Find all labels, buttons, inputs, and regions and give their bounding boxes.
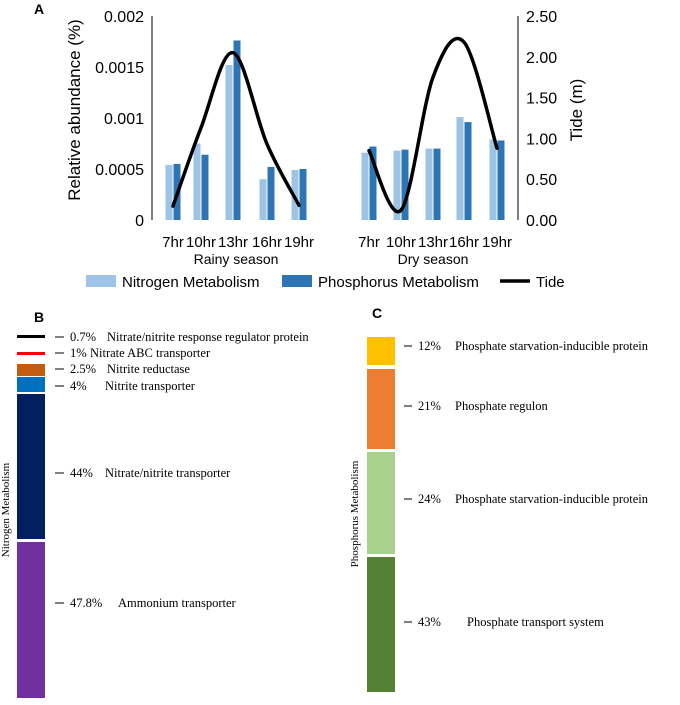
nitrogen-segment-label: Nitrite transporter: [105, 379, 196, 393]
phosphorus-segment-label: Phosphate transport system: [467, 615, 604, 629]
bar-phosphorus: [497, 140, 505, 220]
phosphorus-segment: [367, 452, 395, 554]
phosphorus-segment-label: Phosphate regulon: [455, 399, 548, 413]
bar-phosphorus: [464, 122, 472, 220]
nitrogen-segment-pct: 1%: [70, 346, 87, 360]
bar-phosphorus: [299, 169, 307, 220]
bar-phosphorus: [267, 166, 275, 220]
panel-a-chart: 0 0.0005 0.001 0.0015 0.002 0.00 0.50 1.00 1.50…: [65, 9, 586, 291]
nitrogen-segment-pct: 0.7%: [70, 330, 96, 344]
bar-phosphorus: [201, 154, 209, 220]
nitrogen-segment-pct: 4%: [70, 379, 87, 393]
nitrogen-segment: [17, 394, 45, 539]
bar-nitrogen: [393, 150, 401, 220]
season-label: Rainy season: [194, 251, 279, 267]
nitrogen-segment-label: Nitrate/nitrite transporter: [105, 466, 231, 480]
panel-a-letter: A: [34, 1, 44, 17]
x-tick-label: 16hr: [252, 234, 282, 251]
phosphorus-segment: [367, 557, 395, 692]
left-y-tick-label: 0.0005: [95, 162, 144, 179]
phosphorus-segment-pct: 43%: [418, 615, 441, 629]
bar-nitrogen: [165, 164, 173, 220]
bar-nitrogen: [489, 139, 497, 220]
bar-nitrogen: [225, 64, 233, 221]
bar-phosphorus: [401, 149, 409, 220]
right-y-tick-label: 2.00: [526, 50, 557, 67]
phosphorus-segment: [367, 369, 395, 449]
left-y-tick-label: 0.002: [104, 9, 144, 26]
legend-label-nitrogen: Nitrogen Metabolism: [122, 274, 260, 291]
bar-phosphorus: [369, 146, 377, 220]
left-y-tick-label: 0.001: [104, 111, 144, 128]
right-y-tick-label: 0.50: [526, 172, 557, 189]
nitrogen-segment-pct: 47.8%: [70, 596, 102, 610]
right-y-tick-label: 2.50: [526, 9, 557, 26]
nitrogen-segment-label: Ammonium transporter: [118, 596, 237, 610]
bar-nitrogen: [425, 148, 433, 220]
y-axis-title: Relative abundance (%): [65, 19, 84, 200]
right-y-tick-label: 1.00: [526, 131, 557, 148]
nitrogen-segment-label: Nitrite reductase: [107, 362, 190, 376]
panel-c-letter: C: [372, 305, 382, 321]
x-tick-label: 19hr: [284, 234, 314, 251]
bar-nitrogen: [259, 179, 267, 220]
phosphorus-segment-pct: 12%: [418, 339, 441, 353]
x-tick-label: 10hr: [186, 234, 216, 251]
left-y-ticks: 0 0.0005 0.001 0.0015 0.002: [95, 9, 144, 230]
nitrogen-segment-pct: 44%: [70, 466, 93, 480]
phosphorus-segment-label: Phosphate starvation-inducible protein: [455, 339, 649, 353]
bar-nitrogen: [361, 152, 369, 220]
left-y-tick-label: 0: [135, 213, 144, 230]
nitrogen-segment: [17, 335, 45, 338]
x-tick-label: 13hr: [218, 234, 248, 251]
legend: Nitrogen Metabolism Phosphorus Metabolis…: [86, 274, 565, 291]
tide-line: [171, 36, 499, 214]
nitrogen-segment-label: Nitrate/nitrite response regulator prote…: [107, 330, 309, 344]
bar-phosphorus: [433, 148, 441, 220]
nitrogen-segment: [17, 352, 45, 355]
nitrogen-segment-pct: 2.5%: [70, 362, 96, 376]
panel-c-stacked-bar: Phosphorus Metabolism 12% Phosphate starv…: [349, 337, 649, 692]
right-y-tick-label: 0.00: [526, 213, 557, 230]
panel-b-stacked-bar: Nitrogen Metabolism 0.7% Nitrate/nitrite …: [0, 330, 309, 698]
phosphorus-segment: [367, 337, 395, 365]
panel-b-letter: B: [34, 309, 44, 325]
x-tick-label: 13hr: [418, 234, 448, 251]
x-tick-label: 19hr: [482, 234, 512, 251]
phosphorus-axis-title: Phosphorus Metabolism: [349, 460, 361, 567]
bar-nitrogen: [193, 143, 201, 220]
x-tick-label: 16hr: [449, 234, 479, 251]
y2-axis-title: Tide (m): [567, 79, 586, 142]
bar-series: [165, 40, 505, 221]
legend-swatch-nitrogen: [86, 275, 116, 287]
phosphorus-segment-pct: 21%: [418, 399, 441, 413]
left-y-tick-label: 0.0015: [95, 60, 144, 77]
right-y-ticks: 0.00 0.50 1.00 1.50 2.00 2.50: [526, 9, 557, 230]
legend-swatch-phosphorus: [282, 275, 312, 287]
phosphorus-segment-pct: 24%: [418, 492, 441, 506]
bar-phosphorus: [233, 40, 241, 221]
nitrogen-segment: [17, 542, 45, 698]
x-tick-label: 7hr: [358, 234, 380, 251]
bar-nitrogen: [456, 116, 464, 220]
x-tick-label: 10hr: [386, 234, 416, 251]
nitrogen-segment: [17, 364, 45, 376]
legend-label-phosphorus: Phosphorus Metabolism: [318, 274, 479, 291]
nitrogen-axis-title: Nitrogen Metabolism: [0, 462, 12, 557]
nitrogen-segment-label: Nitrate ABC transporter: [90, 346, 211, 360]
phosphorus-segment-label: Phosphate starvation-inducible protein: [455, 492, 649, 506]
x-tick-label: 7hr: [162, 234, 184, 251]
nitrogen-segment: [17, 377, 45, 392]
right-y-tick-label: 1.50: [526, 91, 557, 108]
legend-label-tide: Tide: [536, 274, 565, 291]
season-label: Dry season: [398, 251, 469, 267]
